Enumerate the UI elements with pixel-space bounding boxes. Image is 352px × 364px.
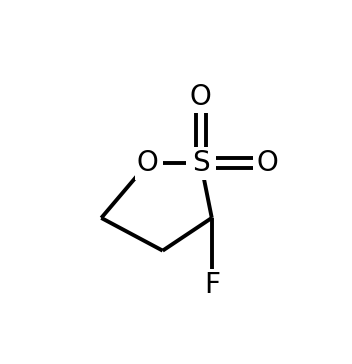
Text: O: O bbox=[137, 149, 158, 177]
Text: O: O bbox=[257, 149, 278, 177]
Text: S: S bbox=[192, 149, 210, 177]
Text: F: F bbox=[204, 271, 220, 299]
Text: O: O bbox=[190, 83, 212, 111]
